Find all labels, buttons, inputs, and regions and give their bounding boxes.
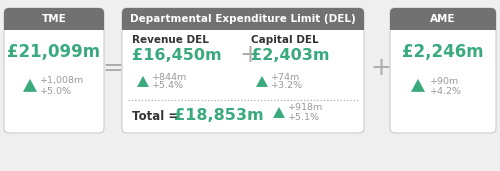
Text: Total =: Total = [132,109,182,122]
Text: +1,008m: +1,008m [40,76,84,86]
Text: £21,099m: £21,099m [8,43,100,61]
FancyBboxPatch shape [4,8,104,30]
Polygon shape [23,79,37,92]
Bar [390,25,496,30]
Bar [4,25,104,30]
Text: =: = [102,56,124,80]
Text: +90m: +90m [430,76,459,86]
Text: £2,246m: £2,246m [402,43,484,61]
Polygon shape [256,76,268,87]
FancyBboxPatch shape [122,8,364,133]
FancyBboxPatch shape [390,8,496,30]
FancyBboxPatch shape [122,8,364,30]
Bar [122,25,364,30]
Text: TME: TME [42,14,66,24]
Text: Revenue DEL: Revenue DEL [132,35,209,45]
Text: +5.4%: +5.4% [152,82,184,90]
FancyBboxPatch shape [390,8,496,133]
Text: +3.2%: +3.2% [271,82,303,90]
Polygon shape [273,107,285,118]
Polygon shape [137,76,149,87]
Text: +918m: +918m [288,103,323,113]
Text: Capital DEL: Capital DEL [251,35,318,45]
Text: +: + [370,56,392,80]
Text: +844m: +844m [152,73,187,82]
Text: Departmental Expenditure Limit (DEL): Departmental Expenditure Limit (DEL) [130,14,356,24]
Text: +4.2%: +4.2% [430,87,462,95]
Text: +5.0%: +5.0% [40,87,72,95]
Text: AME: AME [430,14,456,24]
Polygon shape [411,79,425,92]
FancyBboxPatch shape [4,8,104,133]
Text: £2,403m: £2,403m [251,49,330,63]
Text: £16,450m: £16,450m [132,49,222,63]
Text: £18,853m: £18,853m [174,109,264,123]
Text: +5.1%: +5.1% [288,113,320,122]
Text: +74m: +74m [271,73,300,82]
Text: +: + [240,43,260,67]
